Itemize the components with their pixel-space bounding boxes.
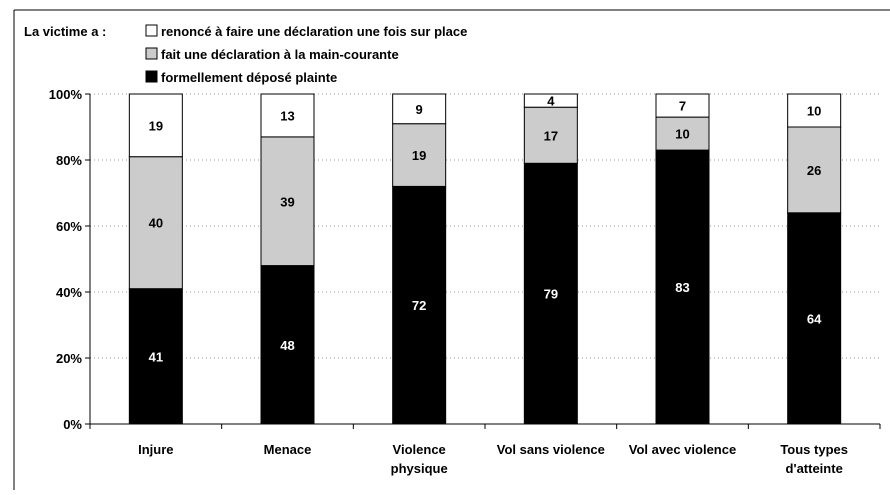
- x-category-label: Vol sans violence: [497, 442, 605, 457]
- data-label: 40: [149, 216, 163, 231]
- data-label: 39: [280, 194, 294, 209]
- data-label: 41: [149, 349, 163, 364]
- data-label: 19: [412, 148, 426, 163]
- y-tick-label: 100%: [49, 87, 83, 102]
- legend-label: renoncé à faire une déclaration une fois…: [161, 24, 467, 39]
- x-category-label: Injure: [138, 442, 173, 457]
- data-label: 10: [807, 104, 821, 119]
- x-category-label: Violence: [393, 442, 446, 457]
- y-tick-label: 20%: [56, 351, 82, 366]
- x-category-label: d'atteinte: [786, 461, 843, 476]
- legend-swatch: [146, 25, 157, 36]
- data-label: 10: [675, 127, 689, 142]
- data-label: 83: [675, 280, 689, 295]
- legend-swatch: [146, 48, 157, 59]
- x-category-label: Vol avec violence: [629, 442, 736, 457]
- y-tick-label: 60%: [56, 219, 82, 234]
- data-label: 79: [544, 287, 558, 302]
- legend-label: formellement déposé plainte: [161, 70, 337, 85]
- data-label: 19: [149, 118, 163, 133]
- legend-swatch: [146, 71, 157, 82]
- data-label: 26: [807, 163, 821, 178]
- y-tick-label: 40%: [56, 285, 82, 300]
- data-label: 9: [416, 102, 423, 117]
- data-label: 7: [679, 99, 686, 114]
- data-label: 72: [412, 298, 426, 313]
- data-label: 13: [280, 108, 294, 123]
- data-label: 4: [547, 94, 555, 109]
- data-label: 64: [807, 311, 822, 326]
- x-category-label: physique: [391, 461, 448, 476]
- y-tick-label: 0%: [63, 417, 82, 432]
- data-label: 17: [544, 128, 558, 143]
- data-label: 48: [280, 338, 294, 353]
- x-category-label: Menace: [264, 442, 312, 457]
- legend-label: fait une déclaration à la main-courante: [161, 47, 399, 62]
- legend-title: La victime a :: [24, 24, 106, 39]
- x-category-label: Tous types: [780, 442, 848, 457]
- y-tick-label: 80%: [56, 153, 82, 168]
